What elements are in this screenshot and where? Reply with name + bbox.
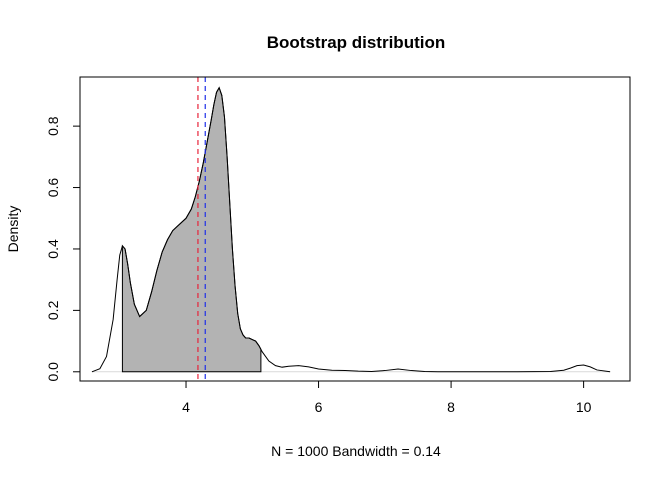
chart-title: Bootstrap distribution [267, 33, 445, 52]
y-axis-label: Density [5, 206, 21, 253]
x-tick-label: 10 [576, 399, 592, 415]
y-axis: 0.0 0.2 0.4 0.6 0.8 [45, 116, 81, 382]
y-tick-label: 0.4 [45, 239, 61, 259]
y-tick-label: 0.2 [45, 300, 61, 320]
x-tick-label: 8 [447, 399, 455, 415]
density-curve [91, 86, 611, 373]
x-axis: 4 6 8 10 [182, 380, 592, 415]
y-tick-label: 0.0 [45, 362, 61, 382]
x-tick-label: 4 [182, 399, 190, 415]
plot-area [91, 77, 611, 381]
y-tick-label: 0.8 [45, 116, 61, 136]
x-axis-label: N = 1000 Bandwidth = 0.14 [271, 443, 441, 459]
y-tick-label: 0.6 [45, 178, 61, 198]
x-tick-label: 6 [315, 399, 323, 415]
